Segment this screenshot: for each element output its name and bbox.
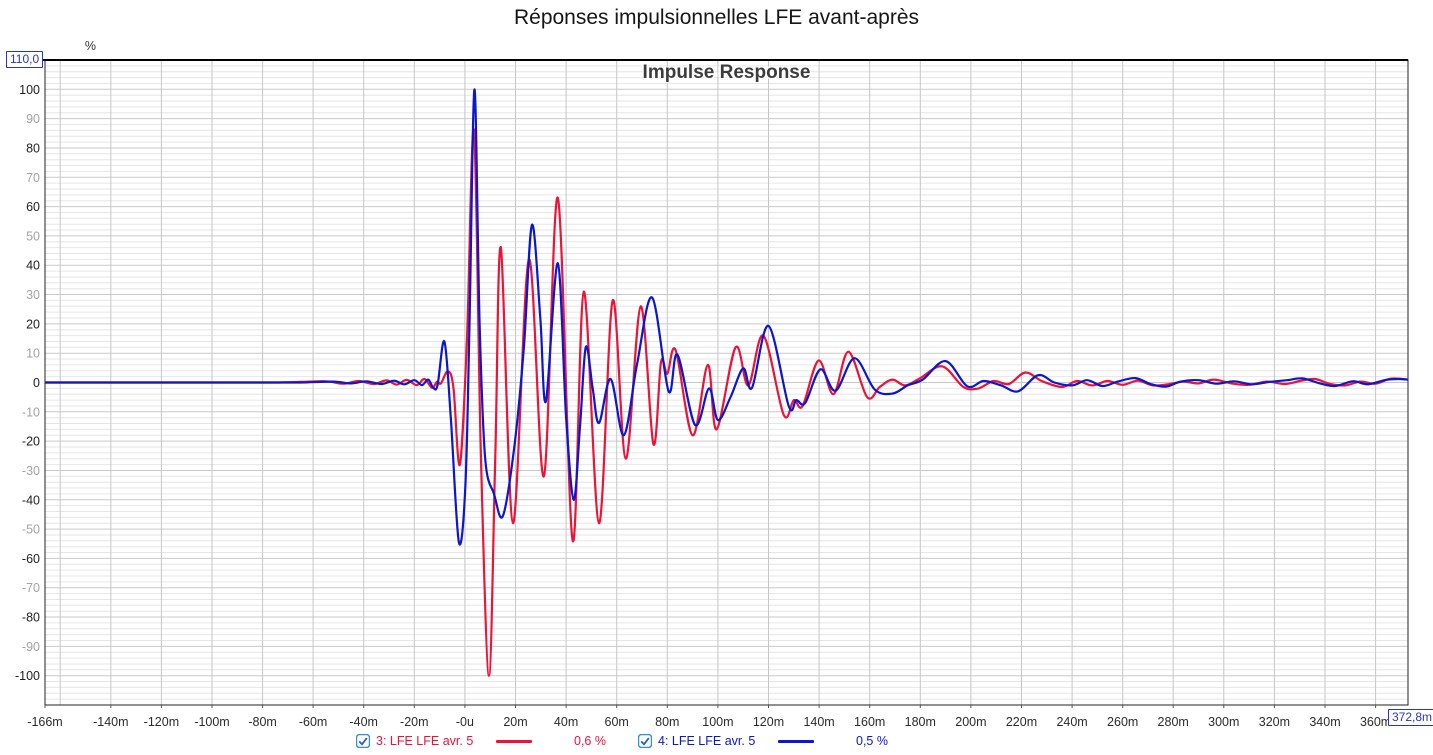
svg-text:-166m: -166m xyxy=(27,715,62,729)
svg-text:280m: 280m xyxy=(1158,715,1189,729)
grid-minor-horizontal xyxy=(45,65,1408,700)
svg-text:-30: -30 xyxy=(22,464,40,478)
trace-blue-after xyxy=(45,88,1408,546)
svg-text:-100m: -100m xyxy=(194,715,229,729)
chart-title: Impulse Response xyxy=(642,62,811,83)
page-title: Réponses impulsionnelles LFE avant-après xyxy=(513,6,920,29)
svg-text:40m: 40m xyxy=(554,715,578,729)
x-axis-max-box[interactable]: 372,8m xyxy=(1388,709,1433,726)
legend-entry-trace-4: 4: LFE LFE avr. 5 0,5 % xyxy=(638,734,920,748)
svg-text:180m: 180m xyxy=(905,715,936,729)
svg-text:240m: 240m xyxy=(1056,715,1087,729)
svg-text:30: 30 xyxy=(26,288,40,302)
trace-4-checkbox[interactable] xyxy=(638,734,652,748)
svg-text:100: 100 xyxy=(19,83,40,97)
check-icon xyxy=(358,737,368,746)
svg-text:60: 60 xyxy=(26,200,40,214)
svg-text:80m: 80m xyxy=(655,715,679,729)
svg-text:200m: 200m xyxy=(955,715,986,729)
svg-text:20: 20 xyxy=(26,317,40,331)
svg-text:-40m: -40m xyxy=(349,715,377,729)
svg-text:-10: -10 xyxy=(22,405,40,419)
svg-text:-0u: -0u xyxy=(456,715,474,729)
trace-3-checkbox[interactable] xyxy=(356,734,370,748)
svg-text:90: 90 xyxy=(26,112,40,126)
trace-3-window-value: 0,6 % xyxy=(574,734,606,748)
check-icon xyxy=(640,737,650,746)
svg-text:-60: -60 xyxy=(22,552,40,566)
svg-text:-100: -100 xyxy=(15,669,40,683)
svg-text:-90: -90 xyxy=(22,640,40,654)
svg-text:-40: -40 xyxy=(22,493,40,507)
svg-text:-140m: -140m xyxy=(93,715,128,729)
svg-text:-20: -20 xyxy=(22,435,40,449)
svg-text:220m: 220m xyxy=(1006,715,1037,729)
svg-text:-70: -70 xyxy=(22,581,40,595)
svg-text:40: 40 xyxy=(26,259,40,273)
trace-3-line-swatch xyxy=(496,739,532,743)
svg-text:20m: 20m xyxy=(503,715,527,729)
svg-text:70: 70 xyxy=(26,171,40,185)
trace-4-window-value: 0,5 % xyxy=(856,734,888,748)
x-axis-ticks xyxy=(44,705,1377,708)
trace-3-label[interactable]: 3: LFE LFE avr. 5 xyxy=(376,734,474,748)
svg-text:50: 50 xyxy=(26,229,40,243)
svg-text:-60m: -60m xyxy=(299,715,327,729)
svg-text:160m: 160m xyxy=(854,715,885,729)
svg-text:-80m: -80m xyxy=(248,715,276,729)
svg-text:360m: 360m xyxy=(1360,715,1391,729)
svg-text:100m: 100m xyxy=(702,715,733,729)
svg-text:300m: 300m xyxy=(1208,715,1239,729)
svg-text:0: 0 xyxy=(33,376,40,390)
svg-text:-120m: -120m xyxy=(144,715,179,729)
legend-entry-trace-3: 3: LFE LFE avr. 5 0,6 % xyxy=(356,734,638,748)
svg-text:340m: 340m xyxy=(1309,715,1340,729)
trace-legend: 3: LFE LFE avr. 5 0,6 % 4: LFE LFE avr. … xyxy=(356,732,920,750)
svg-text:320m: 320m xyxy=(1259,715,1290,729)
y-axis-unit-label: % xyxy=(84,39,96,53)
svg-text:140m: 140m xyxy=(803,715,834,729)
svg-text:120m: 120m xyxy=(753,715,784,729)
svg-text:260m: 260m xyxy=(1107,715,1138,729)
svg-text:60m: 60m xyxy=(605,715,629,729)
x-axis-labels: -166m -140m -120m -100m -80m -60m -40m -20m -0u 2… xyxy=(27,715,1391,729)
svg-text:10: 10 xyxy=(26,347,40,361)
y-axis-max-box[interactable]: 110,0 xyxy=(6,51,44,68)
svg-text:-50: -50 xyxy=(22,523,40,537)
svg-text:80: 80 xyxy=(26,142,40,156)
y-axis-labels: 1009080706050403020100-10-20-30-40-50-60… xyxy=(15,83,40,683)
trace-4-label[interactable]: 4: LFE LFE avr. 5 xyxy=(658,734,756,748)
svg-text:-80: -80 xyxy=(22,611,40,625)
trace-4-line-swatch xyxy=(778,739,814,743)
svg-text:-20m: -20m xyxy=(400,715,428,729)
